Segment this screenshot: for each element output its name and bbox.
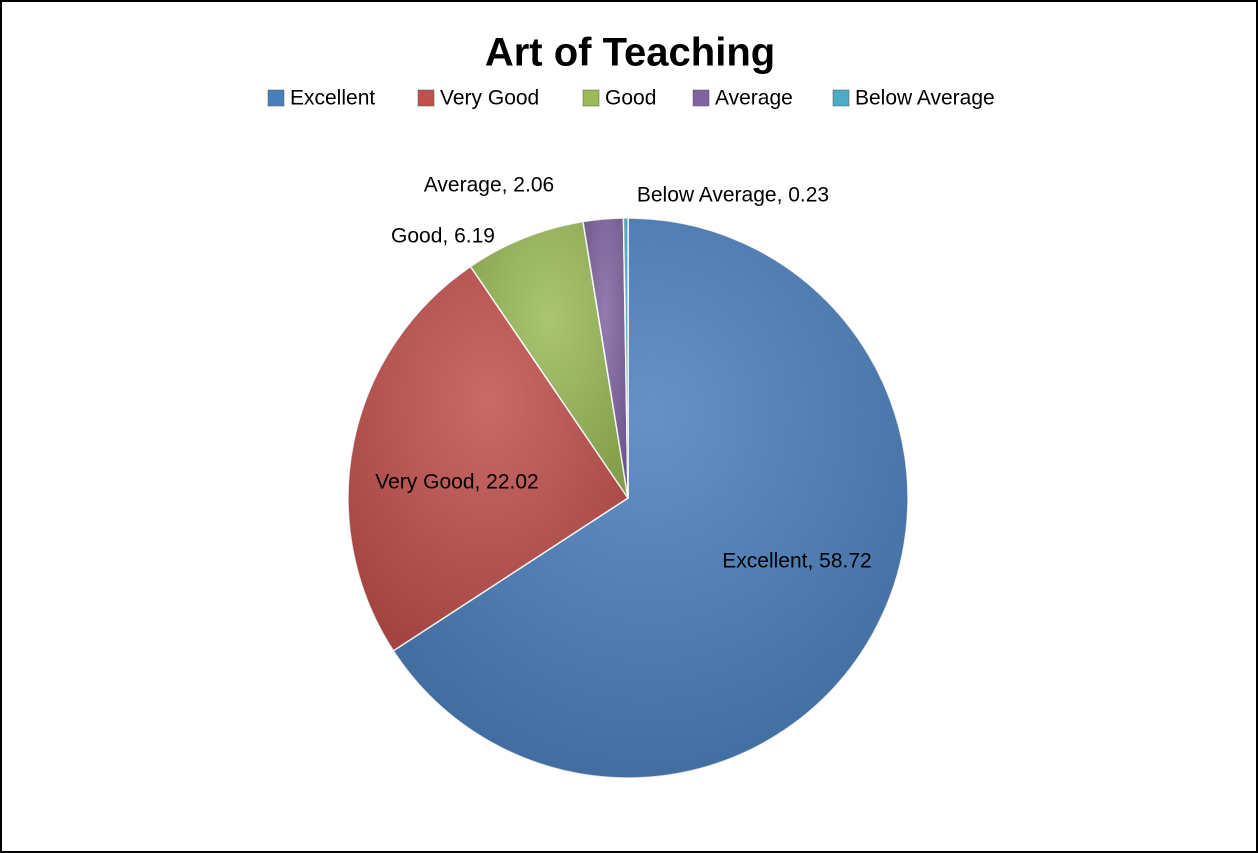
legend-swatch (832, 89, 850, 107)
slice-shade (623, 218, 628, 498)
legend-swatch (267, 89, 285, 107)
slice-shade (348, 266, 628, 651)
data-label: Excellent, 58.72 (722, 550, 871, 573)
legend-label: Average (715, 87, 793, 110)
legend-label: Very Good (440, 87, 539, 110)
data-label: Average, 2.06 (424, 174, 554, 197)
legend-swatch (417, 89, 435, 107)
slice-shade (393, 218, 909, 778)
slice-shade (470, 221, 628, 498)
legend-label: Good (605, 87, 656, 110)
data-label: Very Good, 22.02 (375, 471, 538, 494)
chart-title: Art of Teaching (485, 31, 775, 75)
data-label: Below Average, 0.23 (637, 184, 829, 207)
legend-label: Below Average (855, 87, 995, 110)
slice-shade (583, 218, 628, 498)
legend-label: Excellent (290, 87, 375, 110)
legend-swatch (582, 89, 600, 107)
data-label: Good, 6.19 (391, 225, 495, 248)
legend-swatch (692, 89, 710, 107)
